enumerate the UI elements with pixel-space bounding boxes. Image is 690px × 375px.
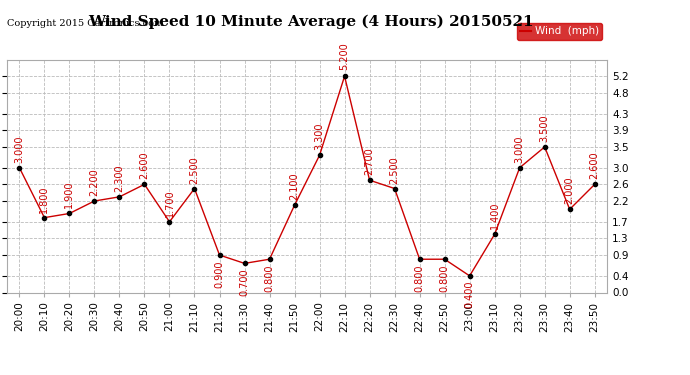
Text: 1.400: 1.400 — [490, 202, 500, 229]
Text: 2.200: 2.200 — [90, 168, 99, 196]
Text: 2.100: 2.100 — [290, 172, 299, 200]
Text: 3.000: 3.000 — [515, 135, 524, 163]
Text: 0.900: 0.900 — [215, 260, 224, 288]
Text: Wind Speed 10 Minute Average (4 Hours) 20150521: Wind Speed 10 Minute Average (4 Hours) 2… — [88, 15, 533, 29]
Text: 2.500: 2.500 — [390, 156, 400, 183]
Text: 0.800: 0.800 — [415, 264, 424, 292]
Text: 3.500: 3.500 — [540, 114, 550, 142]
Text: 3.000: 3.000 — [14, 135, 24, 163]
Text: Copyright 2015 Cartronics.com: Copyright 2015 Cartronics.com — [7, 19, 164, 28]
Text: 2.700: 2.700 — [364, 147, 375, 175]
Text: 2.300: 2.300 — [115, 164, 124, 192]
Text: 2.500: 2.500 — [190, 156, 199, 183]
Text: 2.600: 2.600 — [590, 152, 600, 179]
Text: 2.000: 2.000 — [564, 177, 575, 204]
Text: 0.800: 0.800 — [440, 264, 450, 292]
Text: 1.700: 1.700 — [164, 189, 175, 217]
Legend: Wind  (mph): Wind (mph) — [517, 23, 602, 40]
Text: 5.200: 5.200 — [339, 42, 350, 70]
Text: 2.600: 2.600 — [139, 152, 150, 179]
Text: 3.300: 3.300 — [315, 123, 324, 150]
Text: 1.900: 1.900 — [64, 181, 75, 209]
Text: 0.800: 0.800 — [264, 264, 275, 292]
Text: 0.700: 0.700 — [239, 268, 250, 296]
Text: 0.400: 0.400 — [464, 281, 475, 308]
Text: 1.800: 1.800 — [39, 185, 50, 213]
